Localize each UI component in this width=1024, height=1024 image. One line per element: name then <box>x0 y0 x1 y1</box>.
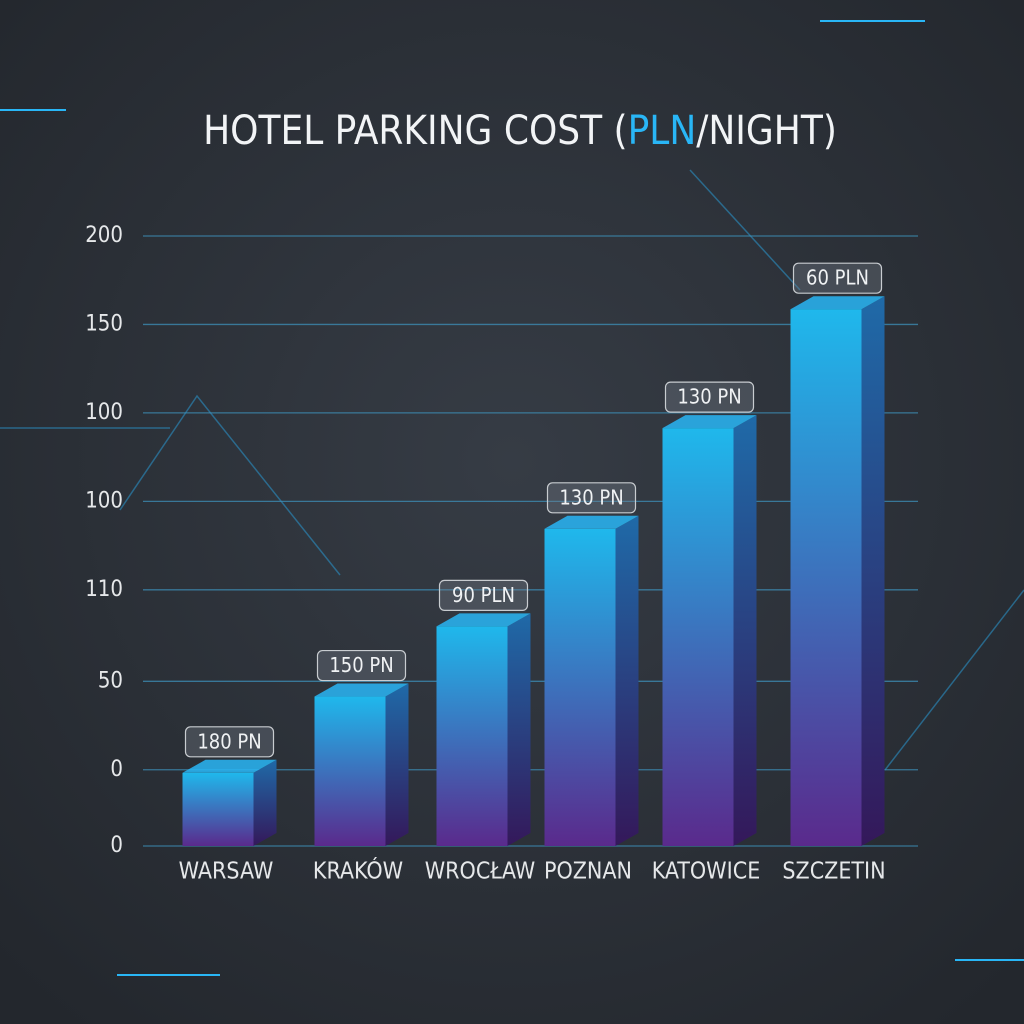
y-tick-label: 50 <box>98 668 123 693</box>
bar <box>544 528 616 846</box>
annotation: 130 PN <box>677 385 741 409</box>
decor-lines <box>0 169 1024 771</box>
chart-title: HOTEL PARKING COST (PLN/NIGHT) <box>203 108 837 154</box>
x-tick-label: WARSAW <box>179 859 274 885</box>
y-tick-label: 110 <box>85 577 123 602</box>
y-tick-label: 150 <box>85 311 123 336</box>
bar-top <box>662 415 757 429</box>
annotation-box <box>546 482 637 514</box>
y-tick-label: 100 <box>85 488 123 513</box>
x-tick-label: KRAKÓW <box>313 857 403 885</box>
annotation: 180 PN <box>197 729 261 753</box>
y-tick-label: 0 <box>110 757 123 782</box>
bar-side <box>253 759 277 846</box>
annotation-box <box>184 726 275 758</box>
x-tick-label: POZNAN <box>544 859 632 885</box>
x-tick-label: KATOWICE <box>652 859 761 885</box>
bar <box>790 309 862 846</box>
bar-side <box>861 296 885 846</box>
bar <box>314 696 386 846</box>
annotation: 150 PN <box>329 653 393 677</box>
title-part: HOTEL PARKING COST ( <box>203 108 628 154</box>
bar-side <box>507 613 531 846</box>
annotation-box <box>438 579 529 612</box>
x-tick-label: SZCZETIN <box>782 859 885 885</box>
y-tick-label: 100 <box>85 400 123 425</box>
annotation-box <box>664 381 755 413</box>
title-accent: PLN <box>628 108 697 154</box>
bar-top <box>314 683 409 697</box>
bar <box>182 772 254 846</box>
decor <box>0 20 1024 976</box>
annotation-box <box>316 649 407 682</box>
y-tick-label: 200 <box>85 223 123 248</box>
annotation-box <box>792 262 883 294</box>
title-part: /NIGHT) <box>696 108 837 154</box>
y-tick-label: 0 <box>110 833 123 858</box>
bar-side <box>385 683 409 846</box>
bar-top <box>436 613 531 627</box>
annotation: 90 PLN <box>452 583 515 607</box>
annotation: 130 PN <box>559 485 623 509</box>
bar-side <box>615 515 639 846</box>
bar <box>436 626 508 846</box>
bar-top <box>790 296 885 310</box>
annotation: 60 PLN <box>806 266 869 290</box>
bar <box>662 428 734 846</box>
bar-top <box>544 515 639 529</box>
bar-side <box>733 415 757 846</box>
bar-top <box>182 759 277 773</box>
x-tick-label: WROCŁAW <box>425 859 536 885</box>
